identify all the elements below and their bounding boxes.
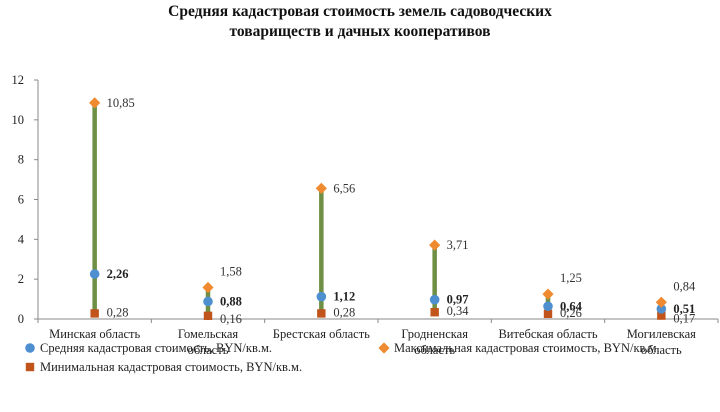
min-value-point [430,308,439,317]
average-data-label: 2,26 [107,267,129,281]
average-value-point [543,301,553,312]
max-data-label: 1,58 [220,265,242,279]
min-data-label: 0,17 [673,312,695,326]
y-tick-label: 4 [18,232,25,246]
min-value-point [317,309,326,318]
average-data-label: 0,51 [673,302,695,316]
legend-label: Минимальная кадастровая стоимость, BYN/к… [40,360,302,374]
max-data-label: 3,71 [447,238,469,252]
max-data-label: 0,84 [673,279,696,293]
min-data-label: 0,28 [107,305,129,319]
chart-title-line-1: Средняя кадастровая стоимость земель сад… [168,3,552,20]
average-value-point [429,294,440,305]
max-value-point [542,288,554,300]
x-category-label: Могилевская область [627,327,696,357]
y-tick-label: 0 [18,312,24,326]
average-value-point [89,269,100,279]
max-data-label: 1,25 [560,271,582,285]
average-value-point [656,304,667,314]
average-data-label: 0,64 [560,299,583,313]
y-tick-label: 6 [18,193,24,207]
chart-title-line-2: товариществ и дачных кооперативов [229,23,490,40]
average-data-label: 0,97 [447,293,469,307]
max-value-point [429,239,441,251]
legend: Средняя кадастровая стоимость, BYN/кв.м.… [25,341,660,374]
min-data-label: 0,26 [560,306,582,320]
average-data-label: 1,12 [333,290,355,304]
plot-area: 0 2 4 6 8 10 12 Минская область Гомельская област… [12,73,719,357]
max-value-point [202,281,214,294]
max-data-label: 10,85 [107,96,135,110]
legend-label: Максимальная кадастровая стоимость, BYN/… [394,341,660,355]
min-data-label: 0,16 [220,312,242,326]
max-value-point [315,182,327,194]
max-value-point [89,97,101,109]
y-tick-label: 8 [18,153,24,167]
average-value-point [316,291,327,302]
min-value-point [90,309,99,318]
min-value-point [657,311,666,320]
y-tick-label: 10 [12,113,25,127]
min-value-point [543,309,553,319]
y-tick-label: 2 [18,272,24,286]
x-category-label: Брестская область [273,327,370,341]
min-data-label: 0,28 [333,305,355,319]
legend-label: Средняя кадастровая стоимость, BYN/кв.м. [40,341,272,355]
x-category-label: Гомельская область [178,327,239,357]
x-category-label: Минская область [49,327,140,341]
legend-marker [25,343,35,353]
average-data-label: 0,88 [220,294,242,308]
max-value-point [655,296,667,308]
min-value-point [203,311,213,321]
min-data-label: 0,34 [447,304,470,318]
x-category-label: Гродненская область [401,327,468,357]
legend-marker [378,342,390,354]
legend-marker [25,362,35,372]
max-data-label: 6,56 [333,181,355,195]
x-category-label: Витебская область [498,327,597,341]
y-tick-label: 12 [12,73,25,87]
average-value-point [203,296,213,307]
